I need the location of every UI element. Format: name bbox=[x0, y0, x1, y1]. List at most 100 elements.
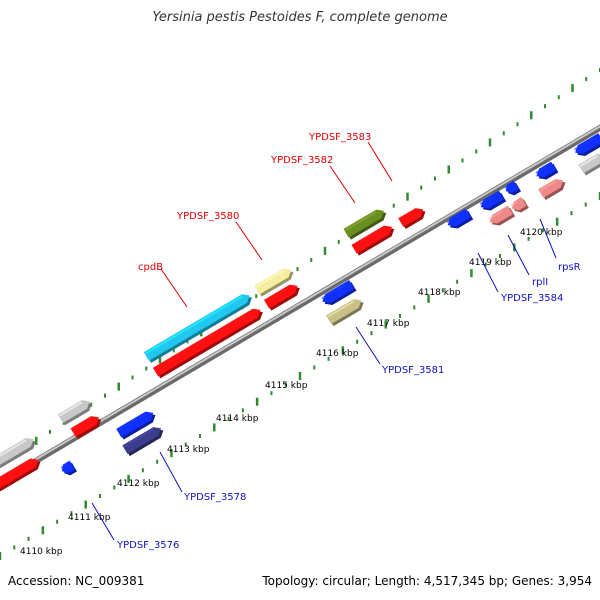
gene-label-ypdsf-3580[interactable]: YPDSF_3580 bbox=[176, 211, 239, 222]
gene-label-cpdb[interactable]: cpdB bbox=[138, 262, 163, 273]
genome-backbone bbox=[0, 124, 600, 486]
gene-rpli[interactable] bbox=[487, 205, 516, 229]
gene-blue-edge-face bbox=[575, 133, 600, 154]
leader-line-ypdsf-3576 bbox=[91, 502, 115, 541]
gene-blue-2-face bbox=[116, 411, 154, 438]
gene-cpdb-face bbox=[143, 294, 250, 361]
gene-blue-7[interactable] bbox=[534, 161, 559, 183]
tick-label-4117: 4117 kbp bbox=[367, 319, 410, 329]
gene-blue-6-face bbox=[505, 180, 519, 194]
tick-track-outer bbox=[7, 68, 600, 461]
gene-red-3580-face bbox=[263, 284, 298, 309]
gene-rpsr-face bbox=[511, 197, 527, 211]
gene-label-ypdsf-3584[interactable]: YPDSF_3584 bbox=[500, 293, 563, 304]
gene-rpsr[interactable] bbox=[509, 197, 529, 216]
tick-track-inner bbox=[0, 192, 600, 560]
gene-rpli-face bbox=[489, 205, 513, 224]
gene-label-ypdsf-3582[interactable]: YPDSF_3582 bbox=[270, 155, 333, 166]
gene-red-edge-face bbox=[0, 458, 39, 493]
tick-label-4111: 4111 kbp bbox=[68, 513, 111, 523]
gene-grey-edge[interactable] bbox=[0, 435, 38, 472]
gene-blue-5-face bbox=[480, 190, 504, 209]
gene-label-ypdsf-3583[interactable]: YPDSF_3583 bbox=[308, 132, 371, 143]
gene-ypdsf-3581-highlight bbox=[327, 300, 355, 318]
gene-grey-1[interactable] bbox=[57, 397, 95, 426]
gene-label-ypdsf-3576[interactable]: YPDSF_3576 bbox=[116, 540, 179, 551]
gene-red-cpdb-face bbox=[152, 308, 261, 377]
gene-ypdsf-3580[interactable] bbox=[254, 265, 296, 297]
gene-ypdsf-3576[interactable] bbox=[59, 460, 78, 478]
gene-red-1-highlight bbox=[71, 417, 92, 431]
gene-ypdsf-3580-face bbox=[254, 268, 292, 295]
gene-red-edge[interactable] bbox=[0, 455, 43, 495]
gene-blue-2-highlight bbox=[117, 412, 147, 431]
tick-label-4113: 4113 kbp bbox=[167, 445, 210, 455]
tick-label-4114: 4114 kbp bbox=[216, 414, 259, 424]
gene-ypdsf-3581-face bbox=[326, 299, 362, 324]
gene-label-rpsr[interactable]: rpsR bbox=[558, 262, 581, 273]
leader-line-ypdsf-3581 bbox=[355, 326, 381, 365]
gene-blue-6-highlight bbox=[504, 184, 511, 189]
genome-summary-text: Topology: circular; Length: 4,517,345 bp… bbox=[262, 574, 592, 588]
gene-blue-4[interactable] bbox=[445, 208, 474, 232]
gene-ypdsf-3583-highlight bbox=[399, 209, 417, 221]
gene-blue-edge[interactable] bbox=[573, 133, 600, 160]
gene-red-3582-face bbox=[351, 225, 392, 254]
gene-grey-1-face bbox=[57, 400, 90, 423]
gene-grey-edge-2[interactable] bbox=[578, 150, 600, 176]
gene-cpdb-highlight bbox=[145, 295, 243, 355]
gene-ypdsf-3576-highlight bbox=[60, 464, 67, 469]
gene-label-rpli[interactable]: rplI bbox=[532, 277, 548, 288]
gene-pink-8[interactable] bbox=[538, 176, 568, 201]
leader-line-rpli bbox=[507, 234, 530, 276]
gene-blue-7-highlight bbox=[535, 166, 547, 174]
tick-label-4112: 4112 kbp bbox=[117, 479, 160, 489]
tick-label-4115: 4115 kbp bbox=[265, 381, 308, 391]
gene-track bbox=[0, 133, 600, 495]
gene-blue-edge-highlight bbox=[573, 137, 594, 151]
gene-blue-7-face bbox=[536, 161, 557, 178]
leader-line-ypdsf-3580 bbox=[235, 221, 263, 261]
gene-blue-2[interactable] bbox=[116, 408, 158, 440]
gene-grey-edge-face bbox=[0, 438, 34, 470]
leader-line-ypdsf-3583 bbox=[367, 141, 393, 182]
gene-ypdsf-3583-face bbox=[398, 208, 424, 227]
gene-ypdsf-3581[interactable] bbox=[326, 296, 366, 327]
map-title: Yersinia pestis Pestoides F, complete ge… bbox=[152, 10, 448, 25]
gene-label-ypdsf-3581[interactable]: YPDSF_3581 bbox=[381, 365, 444, 376]
gene-grey-edge-highlight bbox=[0, 439, 27, 463]
gene-pink-8-face bbox=[538, 179, 564, 198]
gene-red-3582-highlight bbox=[352, 226, 385, 247]
accession-text: Accession: NC_009381 bbox=[8, 574, 145, 588]
gene-ypdsf-3582[interactable] bbox=[343, 206, 389, 240]
gene-red-cpdb[interactable] bbox=[152, 305, 265, 379]
gene-red-3580-highlight bbox=[265, 285, 291, 302]
gene-ypdsf-3578[interactable] bbox=[122, 424, 166, 457]
gene-ypdsf-3582-highlight bbox=[344, 210, 377, 231]
gene-red-1-face bbox=[70, 416, 99, 437]
tick-label-4120: 4120 kbp bbox=[520, 228, 563, 238]
gene-grey-1-highlight bbox=[59, 401, 83, 417]
gene-blue-4-highlight bbox=[446, 213, 462, 223]
gene-cpdb[interactable] bbox=[143, 291, 255, 364]
gene-ypdsf-3582-face bbox=[343, 209, 384, 238]
gene-pink-8-highlight bbox=[539, 180, 557, 192]
gene-ypdsf-3576-face bbox=[61, 460, 75, 474]
gene-blue-3579-face bbox=[322, 280, 355, 303]
gene-red-3582[interactable] bbox=[351, 222, 397, 256]
gene-grey-edge-2-highlight bbox=[579, 154, 599, 167]
gene-blue-3579[interactable] bbox=[320, 280, 357, 309]
gene-ypdsf-3583[interactable] bbox=[398, 205, 428, 230]
gene-blue-5-highlight bbox=[479, 195, 495, 205]
gene-blue-6[interactable] bbox=[503, 180, 522, 198]
gene-red-1[interactable] bbox=[70, 413, 104, 440]
gene-ypdsf-3578-face bbox=[122, 427, 162, 454]
gene-red-3580[interactable] bbox=[263, 281, 302, 311]
gene-ypdsf-3578-highlight bbox=[123, 428, 155, 448]
leader-line-ypdsf-3582 bbox=[329, 165, 356, 204]
gene-blue-5[interactable] bbox=[478, 190, 507, 214]
tick-label-4110: 4110 kbp bbox=[20, 547, 63, 557]
leader-line-ypdsf-3578 bbox=[159, 451, 183, 493]
gene-label-ypdsf-3578[interactable]: YPDSF_3578 bbox=[183, 492, 246, 503]
